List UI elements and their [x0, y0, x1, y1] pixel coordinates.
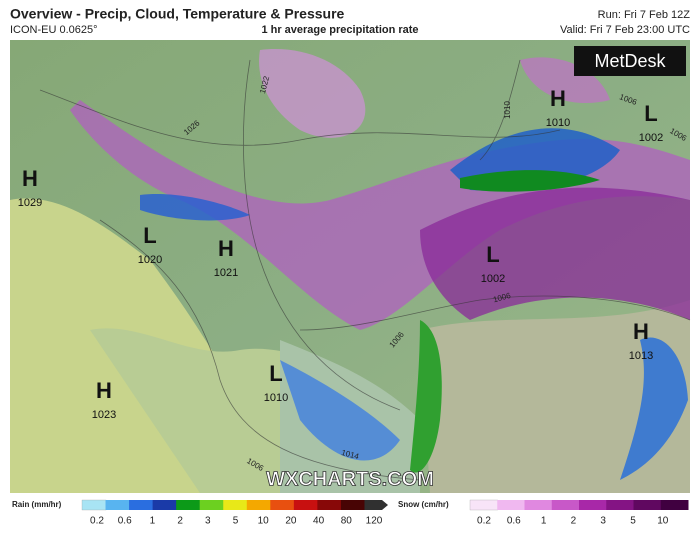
pressure-symbol: H — [550, 86, 566, 111]
legend-swatch — [364, 500, 388, 510]
title: Overview - Precip, Cloud, Temperature & … — [10, 6, 345, 22]
legend-swatch — [223, 500, 248, 510]
legend-swatch — [633, 500, 662, 510]
pressure-symbol: H — [218, 236, 234, 261]
legend-swatch — [340, 500, 365, 510]
rain-tick-label: 2 — [177, 516, 183, 527]
snow-tick-label: 2 — [571, 516, 577, 527]
isobar-label: 1010 — [503, 101, 512, 119]
snow-legend-title: Snow (cm/hr) — [398, 500, 449, 509]
rain-tick-label: 80 — [341, 516, 353, 527]
legend-swatch — [524, 500, 553, 510]
pressure-symbol: L — [269, 361, 282, 386]
rain-tick-label: 120 — [366, 516, 383, 527]
legend-swatch — [606, 500, 634, 510]
legend-swatch — [176, 500, 201, 510]
pressure-value: 1002 — [639, 132, 663, 144]
pressure-symbol: H — [633, 319, 649, 344]
legend-swatch — [317, 500, 342, 510]
pressure-symbol: H — [96, 378, 112, 403]
legend-swatch — [270, 500, 295, 510]
run-time: Run: Fri 7 Feb 12Z — [598, 9, 691, 21]
legend-swatch — [129, 500, 154, 510]
pressure-symbol: L — [486, 242, 499, 267]
valid-time: Valid: Fri 7 Feb 23:00 UTC — [560, 24, 690, 36]
site-watermark: WXCHARTS.COM — [266, 468, 434, 490]
legend-swatch — [293, 500, 318, 510]
rain-tick-label: 10 — [258, 516, 270, 527]
pressure-value: 1021 — [214, 267, 238, 279]
brand-name: MetDesk — [594, 51, 666, 71]
rain-tick-label: 1 — [150, 516, 156, 527]
snow-tick-label: 10 — [657, 516, 669, 527]
rain-tick-label: 40 — [313, 516, 325, 527]
snow-tick-label: 1 — [541, 516, 547, 527]
legend-swatch — [579, 500, 607, 510]
product: 1 hr average precipitation rate — [261, 24, 418, 36]
snow-tick-label: 5 — [630, 516, 636, 527]
legend-swatch — [660, 500, 689, 510]
pressure-symbol: L — [143, 223, 156, 248]
brand-logo — [574, 46, 686, 76]
pressure-value: 1023 — [92, 409, 116, 421]
pressure-value: 1002 — [481, 273, 505, 285]
legend-swatch — [246, 500, 271, 510]
legend-swatch — [469, 499, 498, 511]
snow-tick-label: 0.6 — [507, 516, 521, 527]
pressure-value: 1020 — [138, 254, 162, 266]
model: ICON-EU 0.0625° — [10, 24, 98, 36]
legend-swatch — [152, 500, 177, 510]
pressure-symbol: H — [22, 166, 38, 191]
rain-tick-label: 3 — [205, 516, 211, 527]
legend-swatch — [105, 500, 130, 510]
pressure-symbol: L — [644, 101, 657, 126]
pressure-value: 1010 — [264, 392, 288, 404]
legend-swatch — [199, 500, 224, 510]
pressure-value: 1010 — [546, 117, 570, 129]
legend-swatch — [497, 500, 525, 510]
rain-tick-label: 0.2 — [90, 516, 104, 527]
rain-tick-label: 20 — [285, 516, 297, 527]
legend-swatch — [551, 500, 580, 510]
map — [10, 40, 691, 493]
pressure-value: 1013 — [629, 350, 653, 362]
snow-tick-label: 3 — [600, 516, 606, 527]
rain-tick-label: 5 — [233, 516, 239, 527]
pressure-value: 1029 — [18, 197, 42, 209]
rain-legend-title: Rain (mm/hr) — [12, 500, 62, 509]
legend-swatch — [81, 499, 107, 511]
rain-tick-label: 0.6 — [118, 516, 132, 527]
snow-tick-label: 0.2 — [477, 516, 491, 527]
